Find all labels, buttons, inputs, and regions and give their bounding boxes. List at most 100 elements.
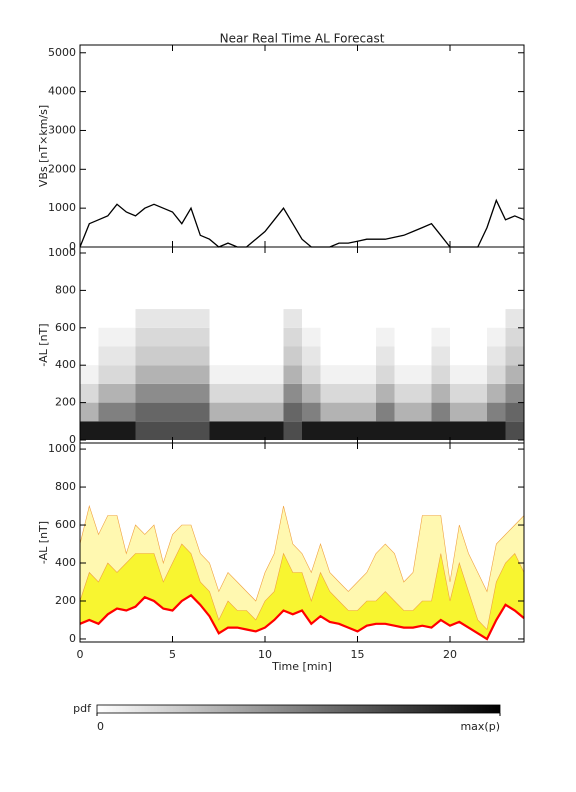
heat-cell bbox=[209, 402, 228, 422]
colorbar-tick-label: 0 bbox=[97, 720, 104, 733]
heat-cell bbox=[135, 365, 154, 384]
heat-cell bbox=[394, 421, 413, 441]
colorbar-label: pdf bbox=[73, 702, 92, 715]
panel bbox=[79, 198, 525, 248]
y-tick-label: 5000 bbox=[48, 46, 76, 59]
colorbar bbox=[96, 704, 501, 714]
y-tick-label: 200 bbox=[55, 594, 76, 607]
heat-cell bbox=[246, 383, 265, 403]
heat-cell bbox=[283, 383, 302, 403]
panel bbox=[79, 504, 525, 641]
heat-cell bbox=[191, 383, 210, 403]
heat-cell bbox=[135, 402, 154, 422]
y-tick-label: 1000 bbox=[48, 442, 76, 455]
heat-cell bbox=[191, 402, 210, 422]
heat-cell bbox=[376, 383, 395, 403]
heat-cell bbox=[246, 365, 265, 384]
heat-cell bbox=[505, 402, 524, 422]
heat-cell bbox=[320, 402, 339, 422]
y-tick-label: 800 bbox=[55, 283, 76, 296]
heat-cell bbox=[431, 365, 450, 384]
heat-cell bbox=[394, 365, 413, 384]
heat-cell bbox=[505, 365, 524, 384]
x-tick-label: 10 bbox=[258, 648, 272, 661]
heat-cell bbox=[302, 383, 321, 403]
heat-cell bbox=[487, 346, 506, 366]
heat-cell bbox=[320, 421, 339, 441]
heat-cell bbox=[302, 402, 321, 422]
heat-cell bbox=[357, 421, 376, 441]
heat-cell bbox=[228, 402, 247, 422]
heat-cell bbox=[487, 421, 506, 441]
heat-cell bbox=[246, 421, 265, 441]
heat-cell bbox=[505, 327, 524, 347]
heat-cell bbox=[487, 327, 506, 347]
heat-cell bbox=[80, 421, 99, 441]
y-tick-label: 0 bbox=[69, 433, 76, 446]
heat-cell bbox=[154, 309, 173, 328]
heat-cell bbox=[357, 365, 376, 384]
heat-cell bbox=[265, 383, 284, 403]
heat-cell bbox=[209, 421, 228, 441]
heat-cell bbox=[376, 346, 395, 366]
heat-cell bbox=[302, 421, 321, 441]
heat-cell bbox=[98, 346, 117, 366]
heat-cell bbox=[450, 421, 469, 441]
chart-title: Near Real Time AL Forecast bbox=[220, 32, 385, 46]
heat-cell bbox=[283, 402, 302, 422]
heat-cell bbox=[98, 421, 117, 441]
y-tick-label: 1000 bbox=[48, 246, 76, 259]
heat-cell bbox=[172, 346, 191, 366]
heat-cell bbox=[339, 421, 358, 441]
heat-cell bbox=[228, 383, 247, 403]
heat-cell bbox=[283, 365, 302, 384]
heat-cell bbox=[117, 421, 136, 441]
heat-cell bbox=[487, 383, 506, 403]
heat-cell bbox=[302, 365, 321, 384]
heat-cell bbox=[172, 365, 191, 384]
heat-cell bbox=[431, 402, 450, 422]
heat-cell bbox=[154, 346, 173, 366]
heat-cell bbox=[172, 383, 191, 403]
heat-cell bbox=[320, 365, 339, 384]
heat-cell bbox=[302, 327, 321, 347]
heat-cell bbox=[172, 309, 191, 328]
heat-cell bbox=[450, 365, 469, 384]
heat-cell bbox=[283, 309, 302, 328]
heat-cell bbox=[431, 346, 450, 366]
heat-cell bbox=[468, 421, 487, 441]
heat-cell bbox=[283, 346, 302, 366]
heat-cell bbox=[117, 346, 136, 366]
plot-frame bbox=[79, 44, 525, 248]
heat-cell bbox=[376, 421, 395, 441]
heat-cell bbox=[431, 383, 450, 403]
heat-cell bbox=[80, 383, 99, 403]
heat-cell bbox=[413, 383, 432, 403]
heat-cell bbox=[172, 327, 191, 347]
heat-cell bbox=[135, 421, 154, 441]
heat-cell bbox=[191, 327, 210, 347]
x-tick-label: 15 bbox=[351, 648, 365, 661]
heat-cell bbox=[450, 383, 469, 403]
heat-cell bbox=[413, 421, 432, 441]
heat-cell bbox=[98, 327, 117, 347]
x-axis-label: Time [min] bbox=[271, 660, 332, 673]
y-tick-label: 0 bbox=[69, 240, 76, 253]
heat-cell bbox=[339, 365, 358, 384]
heat-cell bbox=[265, 421, 284, 441]
heat-cell bbox=[487, 402, 506, 422]
heat-cell bbox=[283, 421, 302, 441]
y-tick-label: 400 bbox=[55, 358, 76, 371]
heat-cell bbox=[172, 421, 191, 441]
heat-cell bbox=[413, 402, 432, 422]
heat-cell bbox=[172, 402, 191, 422]
heat-cell bbox=[135, 383, 154, 403]
y-tick-label: 800 bbox=[55, 480, 76, 493]
heat-cell bbox=[394, 402, 413, 422]
heat-cell bbox=[431, 421, 450, 441]
heat-cell bbox=[357, 402, 376, 422]
heat-cell bbox=[191, 346, 210, 366]
heat-cell bbox=[80, 365, 99, 384]
heat-cell bbox=[117, 402, 136, 422]
heat-cell bbox=[209, 383, 228, 403]
